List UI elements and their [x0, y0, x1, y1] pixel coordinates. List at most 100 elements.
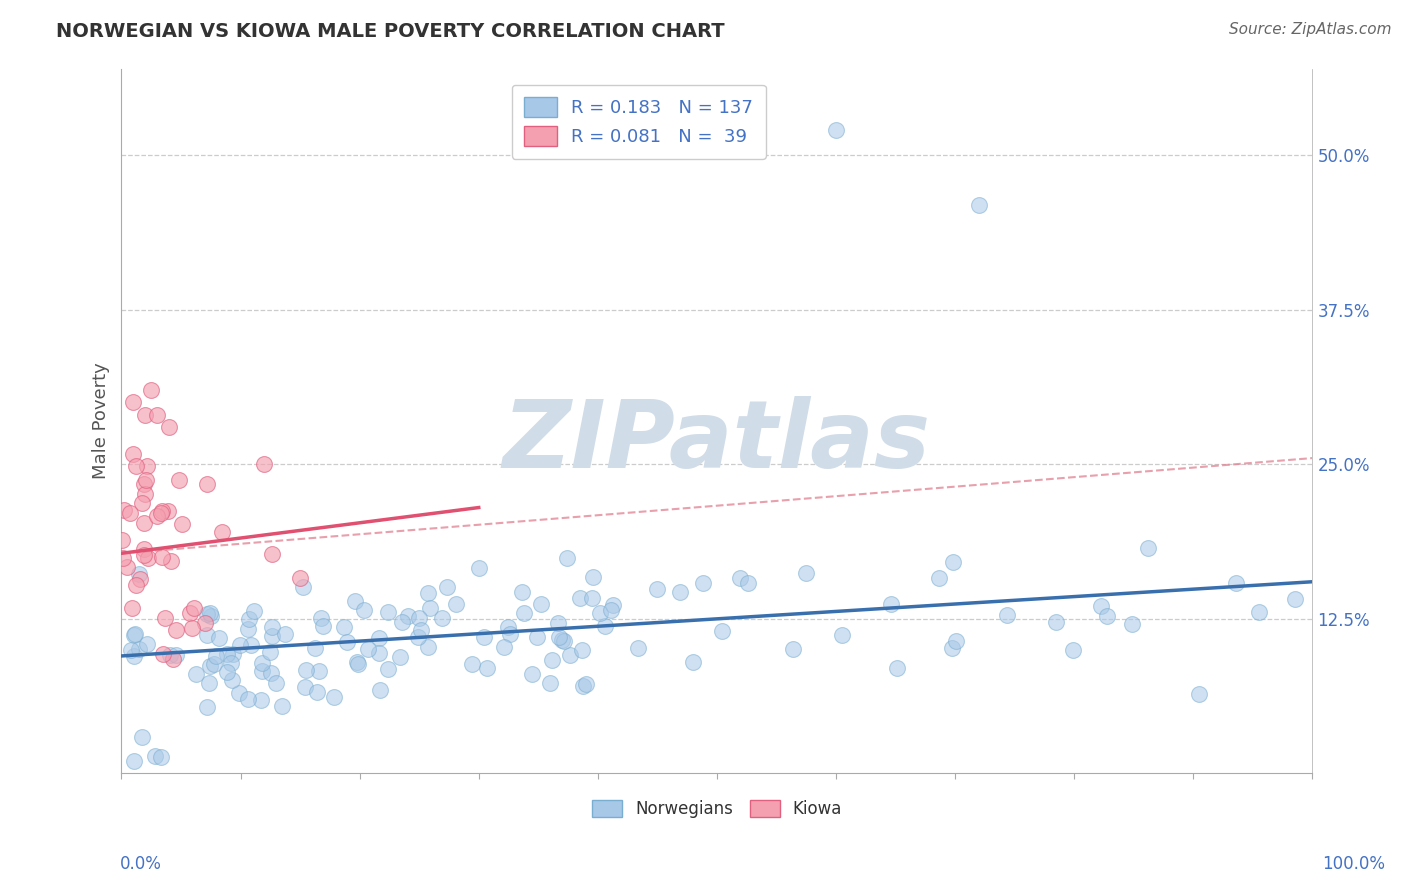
Point — [1045, 615, 1067, 629]
Point — [1090, 599, 1112, 614]
Text: 0.0%: 0.0% — [120, 855, 162, 872]
Point — [391, 615, 413, 630]
Point — [305, 684, 328, 698]
Point — [336, 635, 359, 649]
Point — [146, 408, 169, 422]
Point — [682, 655, 704, 669]
Point — [134, 516, 156, 531]
Point — [294, 681, 316, 695]
Point — [572, 680, 595, 694]
Point — [236, 622, 259, 636]
Point — [162, 651, 184, 665]
Point — [322, 690, 344, 705]
Point — [217, 665, 239, 680]
Point — [221, 673, 243, 687]
Point — [240, 638, 263, 652]
Point — [377, 661, 399, 675]
Point — [1136, 541, 1159, 555]
Point — [418, 586, 440, 600]
Point — [195, 476, 218, 491]
Point — [499, 627, 522, 641]
Point — [198, 606, 221, 620]
Point — [995, 607, 1018, 622]
Point — [582, 570, 605, 584]
Point — [198, 676, 221, 690]
Point — [195, 700, 218, 714]
Point — [308, 664, 330, 678]
Point — [129, 572, 152, 586]
Point — [134, 542, 156, 557]
Point — [627, 641, 650, 656]
Point — [157, 504, 180, 518]
Point — [1095, 608, 1118, 623]
Point — [150, 550, 173, 565]
Point — [208, 632, 231, 646]
Point — [134, 477, 156, 491]
Point — [260, 620, 283, 634]
Point — [419, 600, 441, 615]
Point — [122, 395, 145, 409]
Point — [1188, 687, 1211, 701]
Point — [112, 550, 135, 565]
Point — [520, 667, 543, 681]
Point — [291, 581, 314, 595]
Point — [228, 638, 250, 652]
Point — [593, 619, 616, 633]
Point — [389, 650, 412, 665]
Point — [221, 647, 243, 661]
Point — [179, 607, 201, 621]
Point — [205, 649, 228, 664]
Point — [266, 676, 288, 690]
Point — [136, 637, 159, 651]
Point — [259, 645, 281, 659]
Point — [602, 598, 624, 612]
Point — [794, 566, 817, 581]
Point — [131, 730, 153, 744]
Point — [368, 683, 391, 698]
Point — [540, 653, 562, 667]
Point — [430, 611, 453, 625]
Point — [945, 633, 967, 648]
Point — [581, 591, 603, 606]
Point — [512, 606, 534, 620]
Point — [250, 656, 273, 670]
Point — [530, 598, 553, 612]
Point — [692, 575, 714, 590]
Point — [547, 615, 569, 630]
Point — [600, 603, 623, 617]
Point — [134, 487, 156, 501]
Point — [555, 550, 578, 565]
Point — [122, 754, 145, 768]
Point — [118, 506, 141, 520]
Point — [928, 571, 950, 585]
Text: 100.0%: 100.0% — [1322, 855, 1385, 872]
Point — [526, 630, 548, 644]
Point — [737, 576, 759, 591]
Point — [146, 509, 169, 524]
Point — [135, 459, 157, 474]
Point — [242, 604, 264, 618]
Text: NORWEGIAN VS KIOWA MALE POVERTY CORRELATION CHART: NORWEGIAN VS KIOWA MALE POVERTY CORRELAT… — [56, 22, 725, 41]
Point — [228, 686, 250, 700]
Point — [1225, 575, 1247, 590]
Point — [165, 648, 187, 662]
Point — [967, 197, 990, 211]
Point — [169, 473, 191, 487]
Point — [357, 642, 380, 657]
Point — [1284, 591, 1306, 606]
Point — [461, 657, 484, 671]
Point — [1062, 642, 1084, 657]
Point — [589, 606, 612, 620]
Point — [134, 473, 156, 487]
Point — [472, 631, 495, 645]
Point — [368, 632, 391, 646]
Point — [1249, 605, 1271, 619]
Text: ZIPatlas: ZIPatlas — [503, 396, 931, 488]
Point — [548, 630, 571, 644]
Point — [260, 665, 283, 680]
Point — [575, 677, 598, 691]
Point — [333, 620, 356, 634]
Point — [730, 571, 752, 585]
Point — [111, 533, 134, 547]
Point — [152, 648, 174, 662]
